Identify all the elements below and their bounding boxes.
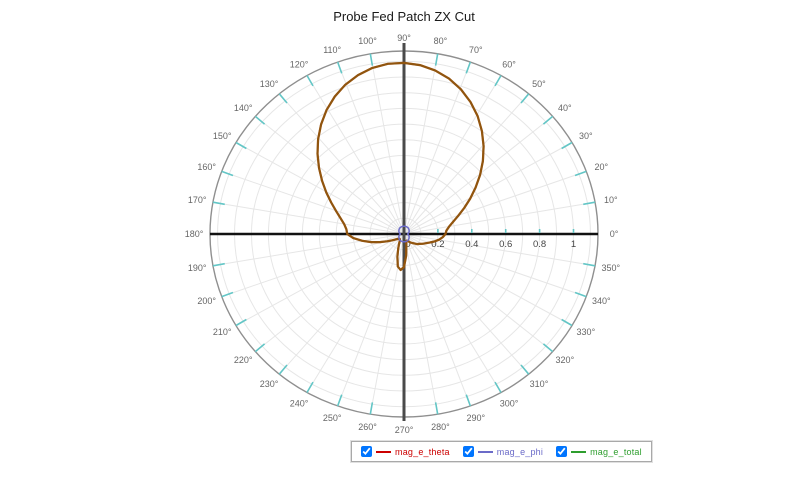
- angle-label: 50°: [532, 79, 546, 89]
- angle-label: 240°: [290, 399, 309, 409]
- angle-label: 340°: [592, 296, 611, 306]
- curves: [316, 61, 485, 272]
- legend-line-sample-theta: [376, 450, 391, 453]
- angle-label: 190°: [188, 263, 207, 273]
- angle-label: 80°: [434, 36, 448, 46]
- radial-label: 1: [571, 239, 576, 250]
- angle-label: 320°: [556, 355, 575, 365]
- angle-label: 330°: [577, 327, 596, 337]
- radial-label: 0.4: [465, 239, 478, 250]
- legend-line-sample-total: [571, 450, 587, 453]
- angle-label: 10°: [604, 195, 618, 205]
- angle-label: 120°: [290, 59, 309, 69]
- angle-label: 30°: [579, 131, 593, 141]
- curve-mag_e_phi: [398, 225, 410, 243]
- angle-label: 70°: [469, 45, 483, 55]
- angle-label: 60°: [502, 59, 516, 69]
- curve-mag_e_total: [316, 61, 485, 272]
- angle-label: 280°: [431, 422, 450, 432]
- radial-label: 0.2: [431, 239, 444, 250]
- angle-label: 200°: [197, 296, 216, 306]
- angle-label: 350°: [601, 263, 620, 273]
- angle-label: 100°: [358, 36, 377, 46]
- polar-chart: 0°10°20°30°40°50°60°70°80°90°100°110°120…: [185, 33, 621, 435]
- legend-checkbox-mag_e_total[interactable]: [556, 446, 568, 457]
- angle-label: 310°: [530, 379, 549, 389]
- angle-label: 300°: [500, 399, 519, 409]
- angle-label: 130°: [260, 79, 279, 89]
- legend-label-mag_e_theta: mag_e_theta: [395, 446, 450, 457]
- angle-label: 230°: [260, 379, 279, 389]
- angle-label: 110°: [323, 45, 341, 55]
- angle-label: 90°: [397, 33, 411, 43]
- angle-label: 0°: [610, 229, 619, 239]
- radial-label: 0.8: [533, 239, 546, 250]
- angle-labels: 0°10°20°30°40°50°60°70°80°90°100°110°120…: [185, 33, 621, 435]
- angle-label: 270°: [395, 425, 414, 435]
- legend-label-mag_e_phi: mag_e_phi: [496, 446, 544, 457]
- legend-item-mag_e_phi: mag_e_phi: [462, 446, 544, 457]
- legend-item-mag_e_total: mag_e_total: [556, 446, 642, 457]
- curve-mag_e_theta: [316, 61, 485, 272]
- angle-label: 220°: [234, 355, 253, 365]
- legend-checkbox-mag_e_theta[interactable]: [361, 446, 372, 457]
- angle-label: 290°: [467, 413, 486, 423]
- legend-line-sample-phi: [477, 450, 493, 453]
- radial-label: 0: [405, 239, 410, 250]
- angle-label: 160°: [197, 162, 216, 172]
- angle-ticks: [212, 53, 596, 415]
- angle-label: 150°: [213, 131, 232, 141]
- legend-checkbox-mag_e_phi[interactable]: [462, 446, 474, 457]
- angle-label: 140°: [234, 103, 253, 113]
- angle-label: 250°: [323, 413, 342, 423]
- angle-label: 210°: [213, 327, 232, 337]
- radial-axis: 0 0.2 0.4 0.6 0.8 1: [405, 229, 576, 250]
- angle-label: 180°: [185, 229, 204, 239]
- radial-label: 0.6: [499, 239, 512, 250]
- angle-label: 260°: [358, 422, 377, 432]
- legend: mag_e_theta mag_e_phi mag_e_total: [350, 440, 653, 463]
- legend-label-mag_e_total: mag_e_total: [590, 446, 642, 457]
- angle-label: 20°: [595, 162, 609, 172]
- chart-title: Probe Fed Patch ZX Cut: [333, 9, 475, 24]
- angle-label: 170°: [188, 195, 207, 205]
- angle-label: 40°: [558, 103, 572, 113]
- legend-item-mag_e_theta: mag_e_theta: [361, 446, 450, 457]
- axes: [210, 43, 598, 421]
